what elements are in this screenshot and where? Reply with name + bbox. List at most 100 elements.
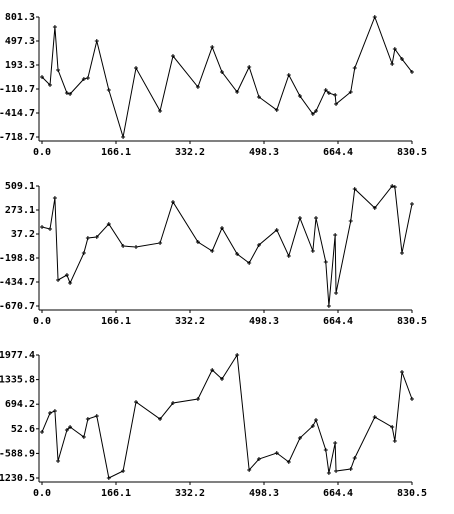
y-tick-label: 37.2 bbox=[11, 229, 35, 240]
point-marker bbox=[56, 67, 61, 72]
point-marker bbox=[352, 456, 357, 461]
point-marker bbox=[274, 227, 279, 232]
point-marker bbox=[286, 459, 291, 464]
point-marker bbox=[219, 70, 224, 75]
point-marker bbox=[310, 249, 315, 254]
point-marker bbox=[310, 423, 315, 428]
point-marker bbox=[64, 428, 69, 433]
x-tick-label: 664.4 bbox=[323, 488, 353, 499]
point-marker bbox=[323, 447, 328, 452]
x-tick-label: 0.0 bbox=[33, 316, 51, 327]
point-marker bbox=[334, 469, 339, 474]
point-marker bbox=[81, 251, 86, 256]
point-marker bbox=[52, 196, 57, 201]
point-marker bbox=[326, 470, 331, 475]
point-marker bbox=[210, 368, 215, 373]
point-marker bbox=[410, 396, 414, 401]
x-tick-label: 166.1 bbox=[101, 147, 131, 158]
point-marker bbox=[313, 109, 318, 114]
point-marker bbox=[247, 64, 252, 69]
point-marker bbox=[52, 25, 57, 30]
point-marker bbox=[390, 425, 395, 430]
point-marker bbox=[256, 457, 261, 462]
point-marker bbox=[134, 399, 139, 404]
point-marker bbox=[348, 90, 353, 95]
y-tick-label: 801.3 bbox=[5, 12, 35, 23]
point-marker bbox=[106, 88, 111, 93]
point-marker bbox=[85, 235, 90, 240]
point-marker bbox=[56, 458, 61, 463]
point-marker bbox=[313, 418, 318, 423]
point-marker bbox=[68, 425, 73, 430]
x-tick-label: 166.1 bbox=[101, 488, 131, 499]
point-marker bbox=[399, 370, 404, 375]
point-marker bbox=[352, 186, 357, 191]
point-marker bbox=[64, 273, 69, 278]
point-marker bbox=[170, 401, 175, 406]
point-marker bbox=[334, 102, 339, 107]
point-marker bbox=[195, 85, 200, 90]
point-marker bbox=[333, 441, 338, 446]
y-tick-label: 273.1 bbox=[5, 205, 35, 216]
point-marker bbox=[40, 75, 44, 79]
point-marker bbox=[410, 202, 414, 207]
x-tick-label: 664.4 bbox=[323, 147, 353, 158]
point-marker bbox=[81, 434, 86, 439]
point-marker bbox=[333, 93, 338, 98]
point-marker bbox=[323, 259, 328, 264]
point-marker bbox=[247, 261, 252, 266]
point-marker bbox=[68, 91, 73, 96]
point-marker bbox=[40, 430, 44, 435]
point-marker bbox=[310, 112, 315, 117]
point-marker bbox=[392, 46, 397, 51]
point-marker bbox=[297, 435, 302, 440]
point-marker bbox=[85, 417, 90, 422]
x-tick-label: 332.2 bbox=[175, 316, 205, 327]
point-marker bbox=[106, 221, 111, 226]
point-marker bbox=[372, 15, 377, 19]
y-tick-label: 1977.4 bbox=[0, 350, 35, 361]
point-marker bbox=[274, 108, 279, 113]
point-marker bbox=[235, 353, 240, 357]
point-marker bbox=[48, 227, 53, 232]
point-marker bbox=[334, 291, 339, 296]
x-tick-label: 498.3 bbox=[249, 147, 279, 158]
point-marker bbox=[247, 468, 252, 473]
point-marker bbox=[410, 70, 414, 75]
point-marker bbox=[94, 39, 99, 44]
y-tick-label: -110.7 bbox=[0, 84, 35, 95]
point-marker bbox=[392, 185, 397, 190]
point-marker bbox=[297, 216, 302, 221]
point-marker bbox=[158, 109, 163, 114]
point-marker bbox=[219, 226, 224, 231]
point-marker bbox=[134, 66, 139, 71]
point-marker bbox=[158, 417, 163, 422]
point-marker bbox=[348, 218, 353, 223]
point-marker bbox=[390, 61, 395, 66]
point-marker bbox=[52, 408, 57, 413]
y-tick-label: -718.7 bbox=[0, 132, 35, 143]
y-tick-label: -670.7 bbox=[0, 301, 35, 312]
point-marker bbox=[326, 91, 331, 96]
data-line bbox=[41, 185, 413, 307]
point-marker bbox=[48, 411, 53, 416]
x-tick-label: 0.0 bbox=[33, 488, 51, 499]
y-tick-label: 509.1 bbox=[5, 181, 35, 192]
y-tick-label: -198.8 bbox=[0, 253, 35, 264]
point-marker bbox=[40, 225, 44, 229]
point-marker bbox=[210, 45, 215, 50]
point-marker bbox=[195, 396, 200, 401]
point-marker bbox=[48, 82, 53, 87]
point-marker bbox=[286, 253, 291, 258]
point-marker bbox=[313, 216, 318, 221]
point-marker bbox=[399, 57, 404, 62]
y-tick-label: -1230.5 bbox=[0, 473, 35, 484]
point-marker bbox=[399, 251, 404, 256]
point-marker bbox=[94, 414, 99, 419]
point-marker bbox=[94, 234, 99, 239]
point-marker bbox=[158, 240, 163, 245]
point-marker bbox=[235, 252, 240, 257]
x-tick-label: 664.4 bbox=[323, 316, 353, 327]
point-marker bbox=[372, 205, 377, 210]
x-tick-label: 830.5 bbox=[397, 316, 427, 327]
